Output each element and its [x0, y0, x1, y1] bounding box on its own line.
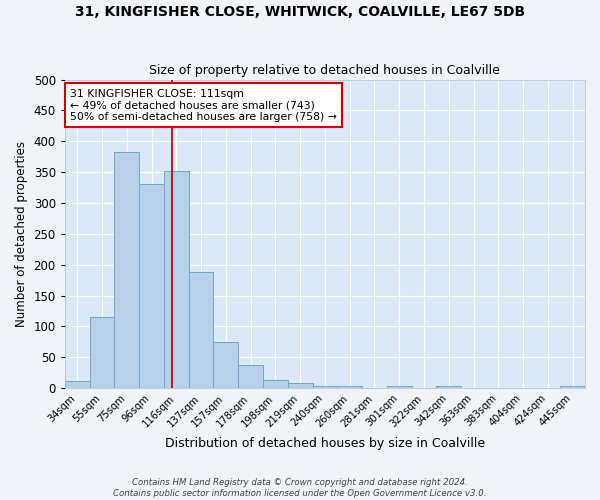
- Bar: [65, 381, 89, 388]
- Y-axis label: Number of detached properties: Number of detached properties: [15, 141, 28, 327]
- Bar: [387, 386, 412, 388]
- Bar: [188, 272, 214, 388]
- Bar: [214, 342, 238, 388]
- Bar: [313, 386, 337, 388]
- Text: Contains HM Land Registry data © Crown copyright and database right 2024.
Contai: Contains HM Land Registry data © Crown c…: [113, 478, 487, 498]
- Bar: [288, 383, 313, 388]
- Bar: [115, 152, 139, 388]
- Bar: [337, 386, 362, 388]
- Bar: [164, 171, 188, 388]
- Bar: [263, 380, 288, 388]
- Text: 31 KINGFISHER CLOSE: 111sqm
← 49% of detached houses are smaller (743)
50% of se: 31 KINGFISHER CLOSE: 111sqm ← 49% of det…: [70, 89, 337, 122]
- Bar: [89, 317, 115, 388]
- Bar: [560, 386, 585, 388]
- Title: Size of property relative to detached houses in Coalville: Size of property relative to detached ho…: [149, 64, 500, 77]
- Text: 31, KINGFISHER CLOSE, WHITWICK, COALVILLE, LE67 5DB: 31, KINGFISHER CLOSE, WHITWICK, COALVILL…: [75, 5, 525, 19]
- Bar: [238, 364, 263, 388]
- Bar: [436, 386, 461, 388]
- Bar: [139, 184, 164, 388]
- X-axis label: Distribution of detached houses by size in Coalville: Distribution of detached houses by size …: [165, 437, 485, 450]
